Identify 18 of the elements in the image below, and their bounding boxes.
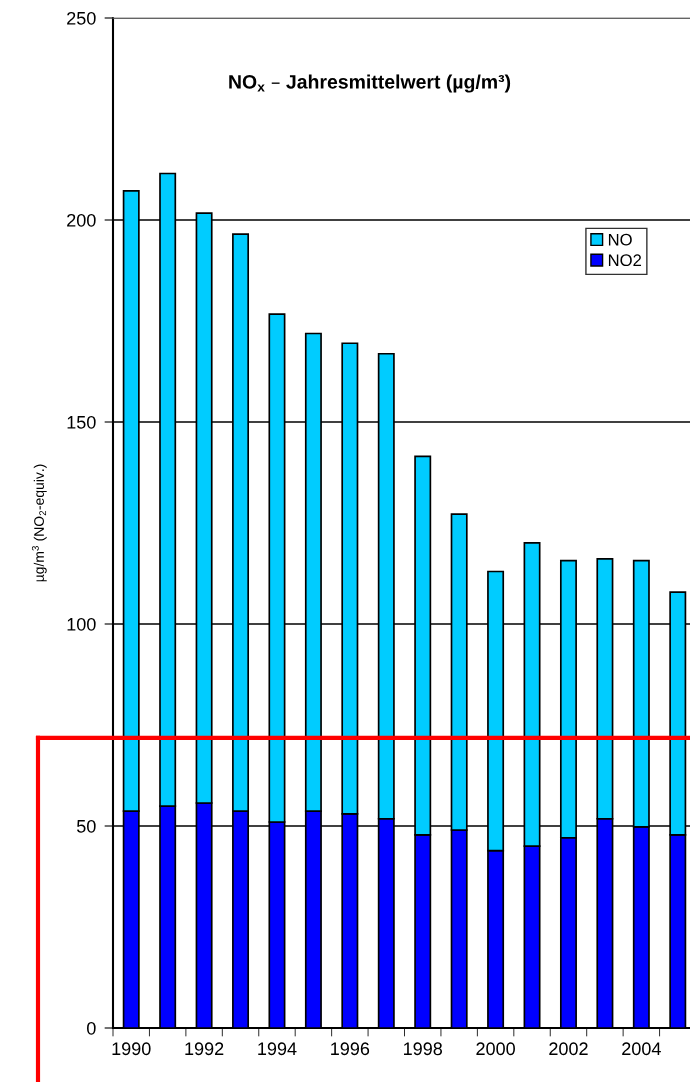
x-tick-label: 1992 [185,1042,224,1056]
y-tick-label: 200 [67,213,96,227]
legend-label: NO [608,233,632,246]
y-tick-label: 0 [87,1021,96,1035]
text: NO$_{x}$ – Jahresmittelwert (µg/m³) [229,74,511,93]
x-tick-label: 1994 [258,1042,297,1056]
x-tick-label: 1998 [404,1042,443,1056]
y-tick-label: 250 [67,11,96,25]
legend-label: NO2 [608,254,642,267]
y-axis-title: µg/m$^{3}$ (NO$_{2}$-equiv.) [31,464,47,582]
x-tick-label: 1996 [331,1042,370,1056]
y-tick-label: 150 [67,415,96,429]
y-tick-label: 50 [76,819,96,833]
x-tick-label: 2002 [549,1042,588,1056]
x-tick-label: 2004 [622,1042,661,1056]
x-tick-label: 2000 [476,1042,515,1056]
y-tick-label: 100 [67,617,96,631]
x-tick-label: 1990 [112,1042,151,1056]
